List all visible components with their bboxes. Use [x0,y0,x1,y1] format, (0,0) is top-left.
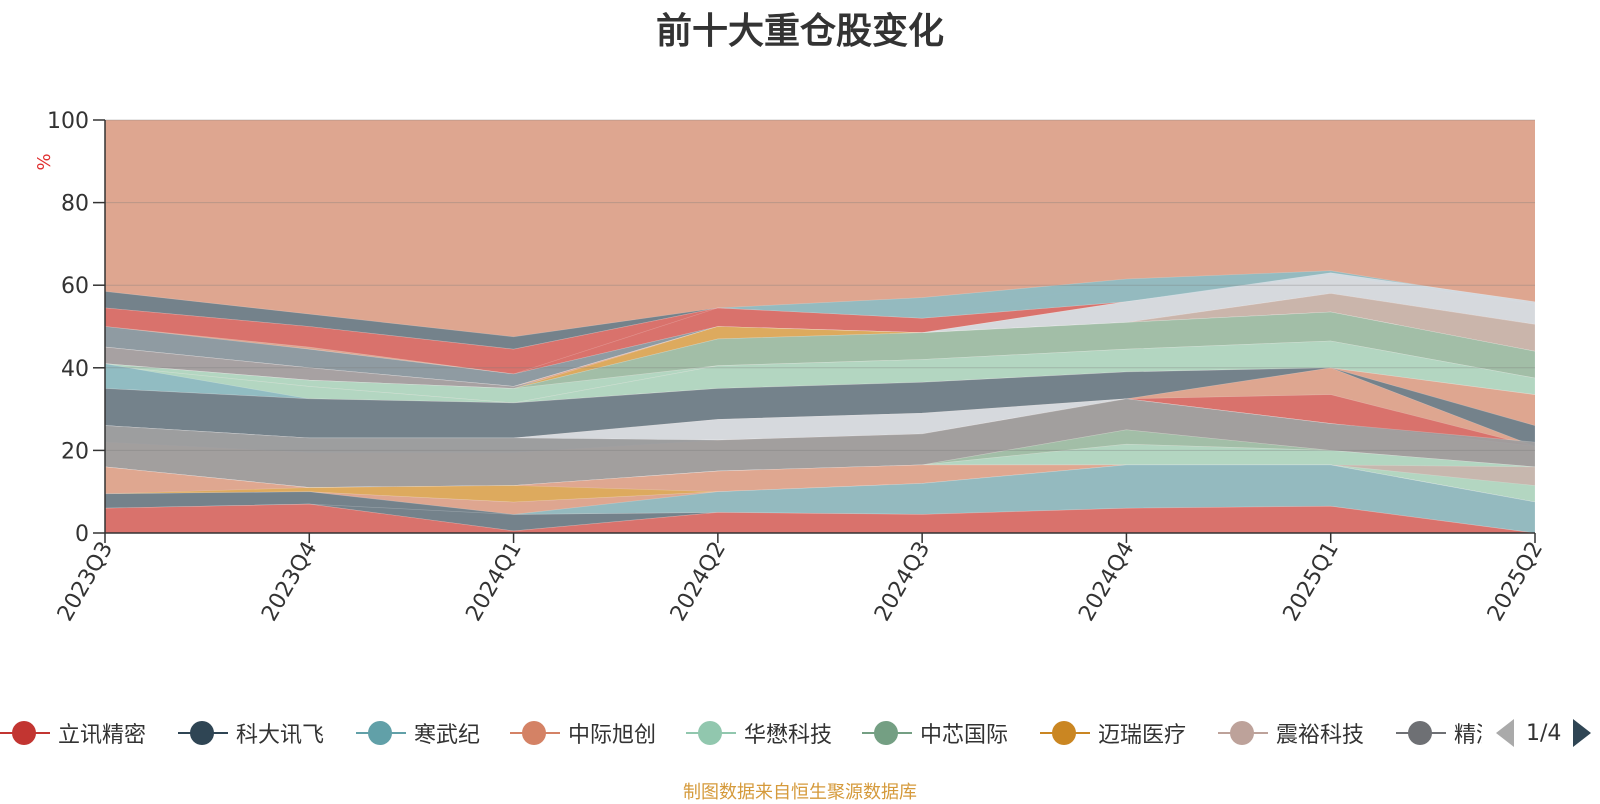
legend-pager: 1/4 [1496,716,1592,750]
legend-label: 迈瑞医疗 [1098,723,1187,748]
grid-lines [105,119,1535,451]
legend-label: 震裕科技 [1276,723,1365,748]
legend-marker-icon [356,718,406,748]
y-tick-label: 40 [61,357,89,382]
legend-marker-icon [862,718,912,748]
legend-marker-icon [1040,718,1090,748]
area-band [104,340,1536,404]
legend-label: 寒武纪 [414,723,481,748]
x-tick-label: 2024Q3 [870,538,935,626]
legend-items: 立讯精密 科大讯飞 寒武纪 中际旭创 华懋科技 中芯国际 迈瑞医疗 震裕科技 精测电子 [0,716,1482,750]
legend-item[interactable]: 中芯国际 [862,716,1008,750]
y-tick-label: 60 [61,274,89,299]
x-tick-label: 2024Q2 [666,538,731,626]
legend-marker-icon [1218,718,1268,748]
legend: 立讯精密 科大讯飞 寒武纪 中际旭创 华懋科技 中芯国际 迈瑞医疗 震裕科技 精测电子 1/4 [0,716,1600,750]
legend-label: 华懋科技 [744,723,833,748]
triangle-left-icon[interactable] [1496,719,1514,747]
legend-label: 科大讯飞 [236,723,325,748]
legend-marker-icon [178,718,228,748]
area-band [104,464,1536,488]
legend-item[interactable]: 震裕科技 [1218,716,1364,750]
x-tick-label: 2023Q3 [53,538,118,626]
legend-marker-icon [510,718,560,748]
area-bands [104,120,1536,534]
y-tick-label: 0 [75,522,89,547]
legend-item[interactable]: 中际旭创 [510,716,656,750]
legend-item[interactable]: 立讯精密 [0,716,146,750]
legend-item[interactable]: 华懋科技 [686,716,832,750]
legend-page-indicator: 1/4 [1526,720,1562,746]
legend-marker-icon [686,718,736,748]
legend-label: 精测电子 [1454,723,1482,748]
y-axis-label: % [34,153,55,170]
y-tick-label: 80 [61,192,89,217]
x-tick-label: 2024Q1 [461,538,526,626]
legend-label: 中芯国际 [920,723,1009,748]
legend-marker-icon [0,718,50,748]
y-tick-label: 100 [47,109,89,134]
x-tick-label: 2025Q2 [1483,538,1548,626]
x-tick-label: 2023Q4 [257,538,322,626]
legend-item[interactable]: 迈瑞医疗 [1040,716,1186,750]
area-band [104,464,1536,534]
area-band [104,293,1536,387]
legend-item[interactable]: 寒武纪 [356,716,480,750]
legend-item[interactable]: 科大讯飞 [178,716,324,750]
source-note: 制图数据来自恒生聚源数据库 [683,782,917,803]
legend-item[interactable]: 精测电子 [1396,716,1482,750]
x-tick-label: 2024Q4 [1074,538,1139,626]
triangle-right-icon[interactable] [1573,719,1592,747]
x-tick-label: 2025Q1 [1279,538,1344,626]
legend-marker-icon [1396,718,1446,748]
y-tick-label: 20 [61,439,89,464]
area-band [104,272,1536,387]
legend-label: 立讯精密 [58,723,147,748]
chart-title: 前十大重仓股变化 [655,11,944,52]
legend-label: 中际旭创 [568,723,657,748]
